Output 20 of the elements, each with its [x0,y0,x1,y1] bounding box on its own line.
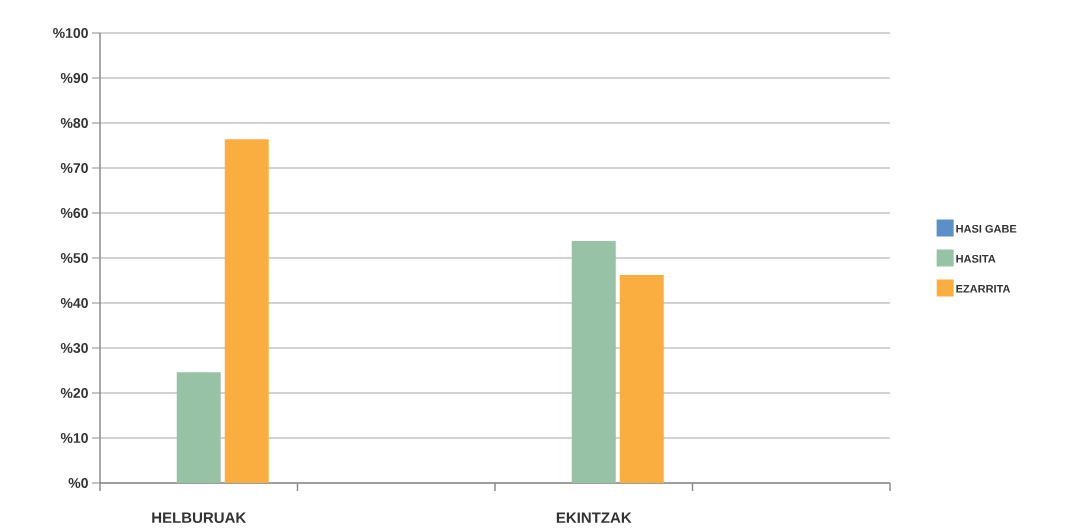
legend-label: HASI GABE [956,224,1017,233]
y-tick-label: %50 [60,253,88,263]
y-tick-label: %20 [60,388,88,398]
legend-label: HASITA [956,254,996,263]
y-tick-label: %80 [60,118,88,128]
y-tick-label: %70 [60,163,88,173]
y-tick-label: %100 [53,28,88,38]
bar [571,240,616,483]
y-tick-label: %30 [60,343,88,353]
bar [224,139,269,483]
y-tick-label: %60 [60,208,88,218]
y-tick-label: %10 [60,433,88,443]
bar [619,275,664,483]
bar [176,372,221,483]
y-tick-label: %90 [60,73,88,83]
y-tick-label: %40 [60,298,88,308]
x-tick-label: HELBURUAK [152,512,247,523]
legend-label: EZARRITA [956,284,1011,293]
x-tick-label: EKINTZAK [556,512,632,523]
y-tick-label: %0 [68,478,88,488]
